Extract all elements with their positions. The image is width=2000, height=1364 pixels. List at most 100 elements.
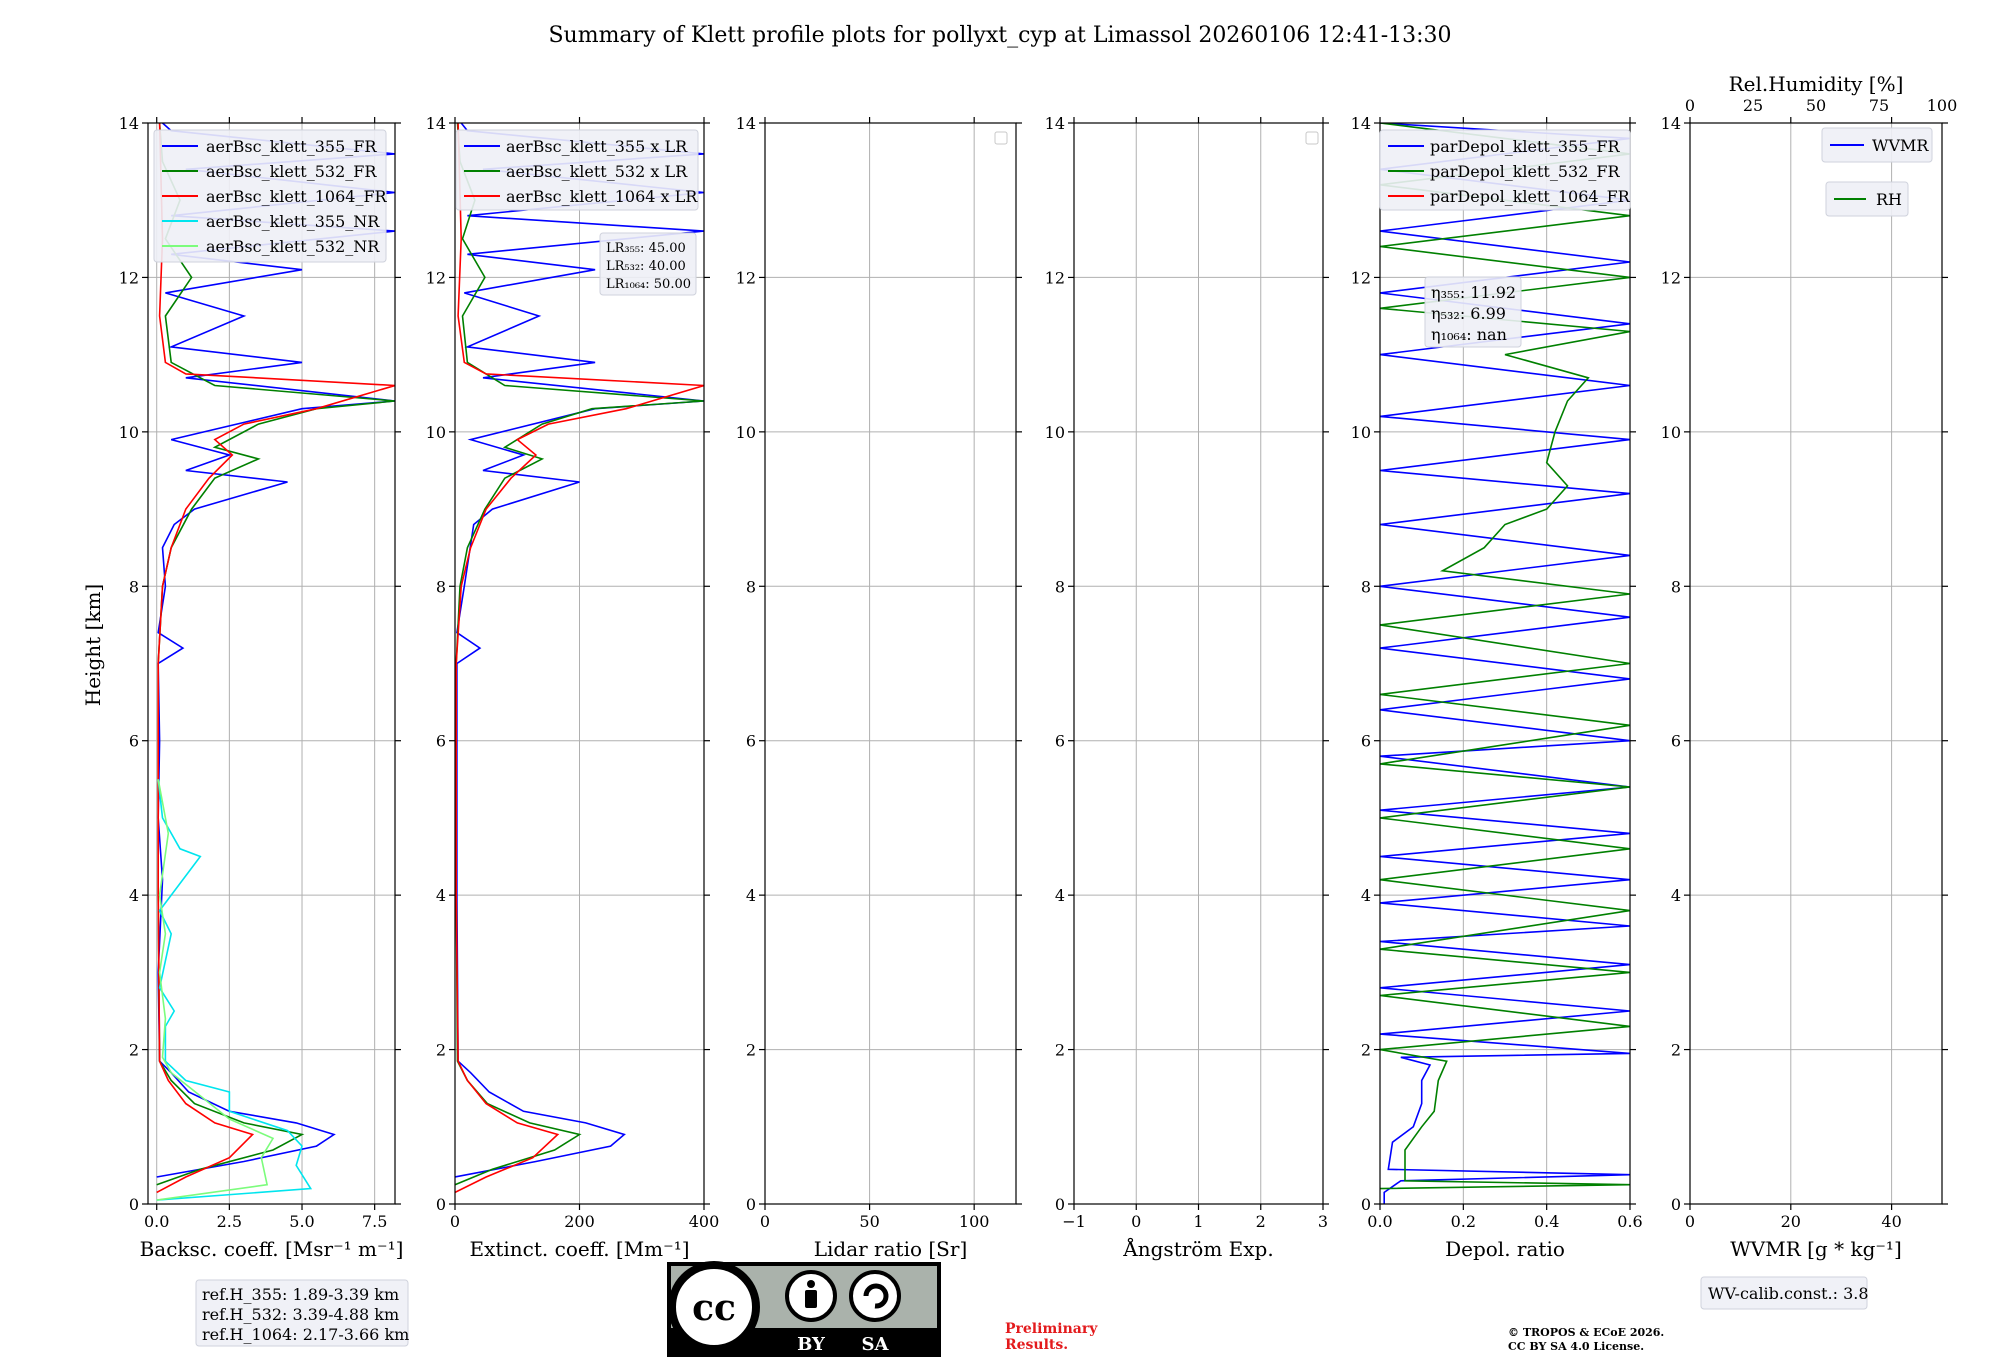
panel-lidar-ratio: 0 2 4 6 8 10 12 14 0 50 100 Lidar ratio [Sr] xyxy=(736,114,1022,1261)
y-tick-label: 2 xyxy=(1055,1041,1065,1060)
legend-entry: aerBsc_klett_532_FR xyxy=(206,162,377,181)
y-tick-label: 8 xyxy=(129,577,139,596)
y-tick-label: 14 xyxy=(1351,114,1371,133)
y-tick-label: 4 xyxy=(1361,886,1371,905)
y-tick-label: 6 xyxy=(436,732,446,751)
x-tick-label: 40 xyxy=(1881,1212,1901,1231)
by-label: BY xyxy=(797,1334,826,1355)
y-tick-label: 2 xyxy=(1671,1041,1681,1060)
y-tick-label: 10 xyxy=(736,423,756,442)
series-line xyxy=(455,123,704,1178)
x-tick-label: 20 xyxy=(1781,1212,1801,1231)
y-tick-label: 0 xyxy=(1671,1195,1681,1214)
top-x-tick-label: 25 xyxy=(1743,96,1763,115)
panel-backscatter: 0 2 4 6 8 10 12 14 0.0 2.5 5.0 7.5 Backsc. coeff. [M… xyxy=(119,114,404,1261)
sa-arrow-shape xyxy=(863,1283,889,1309)
y-tick-label: 12 xyxy=(1351,268,1371,287)
x-tick-label: 0 xyxy=(760,1212,770,1231)
y-tick-label: 14 xyxy=(1661,114,1681,133)
empty-legend-box xyxy=(994,131,1008,145)
series-line xyxy=(1380,123,1630,1190)
legend-depol: parDepol_klett_355_FR parDepol_klett_532… xyxy=(1379,129,1631,211)
x-axis-label: WVMR [g * kg⁻¹] xyxy=(1730,1237,1902,1261)
y-tick-label: 14 xyxy=(426,114,446,133)
y-tick-label: 4 xyxy=(1671,886,1681,905)
legend-entry: aerBsc_klett_532_NR xyxy=(206,237,380,256)
ref-532: ref.H_532: 3.39-4.88 km xyxy=(202,1305,399,1324)
series-line xyxy=(455,123,704,1194)
axes-frame xyxy=(1689,122,1943,1205)
figure-title: Summary of Klett profile plots for polly… xyxy=(548,23,1451,48)
top-x-axis-label: Rel.Humidity [%] xyxy=(1729,72,1904,96)
y-tick-label: 12 xyxy=(736,268,756,287)
x-tick-label: 1 xyxy=(1193,1212,1203,1231)
y-tick-label: 6 xyxy=(746,732,756,751)
legend-entry: RH xyxy=(1876,190,1902,209)
y-tick-label: 8 xyxy=(746,577,756,596)
y-tick-label: 10 xyxy=(426,423,446,442)
legend-wvmr: WVMR xyxy=(1821,127,1933,163)
eta-1064: η₁₀₆₄: nan xyxy=(1431,325,1507,344)
reference-heights: ref.H_355: 1.89-3.39 km ref.H_532: 3.39-… xyxy=(195,1279,409,1347)
top-x-tick-label: 75 xyxy=(1869,96,1889,115)
ref-1064: ref.H_1064: 2.17-3.66 km xyxy=(202,1325,409,1344)
legend-entry: WVMR xyxy=(1872,136,1929,155)
y-tick-label: 14 xyxy=(1045,114,1065,133)
legend-entry: aerBsc_klett_1064 x LR xyxy=(506,187,698,206)
x-tick-label: 100 xyxy=(959,1212,990,1231)
sa-label: SA xyxy=(862,1334,890,1355)
x-tick-label: 200 xyxy=(564,1212,595,1231)
x-tick-label: 2.5 xyxy=(217,1212,242,1231)
series-line xyxy=(455,123,704,1186)
y-tick-label: 0 xyxy=(129,1195,139,1214)
y-tick-label: 6 xyxy=(1055,732,1065,751)
ref-355: ref.H_355: 1.89-3.39 km xyxy=(202,1285,399,1304)
eta-info: η₃₅₅: 11.92 η₅₃₂: 6.99 η₁₀₆₄: nan xyxy=(1424,276,1522,348)
legend-rh: RH xyxy=(1825,181,1909,217)
x-tick-label: 0.6 xyxy=(1617,1212,1642,1231)
y-tick-label: 12 xyxy=(426,268,446,287)
sa-share-alike-icon xyxy=(849,1270,901,1322)
eta-532: η₅₃₂: 6.99 xyxy=(1431,304,1506,323)
legend-extinction: aerBsc_klett_355 x LR aerBsc_klett_532 x… xyxy=(455,129,699,211)
y-tick-label: 4 xyxy=(746,886,756,905)
y-tick-label: 14 xyxy=(119,114,139,133)
x-tick-label: 0 xyxy=(450,1212,460,1231)
x-tick-label: 50 xyxy=(859,1212,879,1231)
y-tick-label: 0 xyxy=(1361,1195,1371,1214)
x-tick-label: 3 xyxy=(1318,1212,1328,1231)
y-tick-label: 2 xyxy=(1361,1041,1371,1060)
y-tick-label: 6 xyxy=(1361,732,1371,751)
copyright-note: © TROPOS & ECoE 2026. xyxy=(1508,1326,1664,1339)
x-tick-label: 0 xyxy=(1685,1212,1695,1231)
y-tick-label: 10 xyxy=(1045,423,1065,442)
y-tick-label: 0 xyxy=(436,1195,446,1214)
cc-license-badge: cc BY SA xyxy=(667,1261,941,1357)
y-tick-label: 10 xyxy=(1351,423,1371,442)
y-tick-label: 14 xyxy=(736,114,756,133)
lr-1064: LR₁₀₆₄: 50.00 xyxy=(606,277,691,292)
y-tick-label: 6 xyxy=(129,732,139,751)
cc-logo xyxy=(668,1261,760,1353)
x-axis-label: Ångström Exp. xyxy=(1122,1236,1273,1261)
y-tick-label: 12 xyxy=(1661,268,1681,287)
lidar-ratio-info: LR₃₅₅: 45.00 LR₅₃₂: 40.00 LR₁₀₆₄: 50.00 xyxy=(599,232,697,296)
y-tick-label: 4 xyxy=(129,886,139,905)
series-line xyxy=(156,123,395,1186)
x-axis-label: Backsc. coeff. [Msr⁻¹ m⁻¹] xyxy=(140,1237,404,1261)
x-axis-label: Lidar ratio [Sr] xyxy=(814,1237,968,1261)
x-tick-label: 0.0 xyxy=(144,1212,169,1231)
axes-frame xyxy=(147,122,396,1205)
x-tick-label: 400 xyxy=(689,1212,720,1231)
y-tick-label: 0 xyxy=(1055,1195,1065,1214)
preliminary-note: Results. xyxy=(1005,1337,1068,1353)
x-tick-label: 0.2 xyxy=(1451,1212,1476,1231)
y-tick-label: 8 xyxy=(1055,577,1065,596)
series-line xyxy=(156,123,395,1178)
x-axis-label: Depol. ratio xyxy=(1445,1237,1565,1261)
legend-entry: aerBsc_klett_1064_FR xyxy=(206,187,388,206)
by-head-shape xyxy=(807,1280,815,1288)
